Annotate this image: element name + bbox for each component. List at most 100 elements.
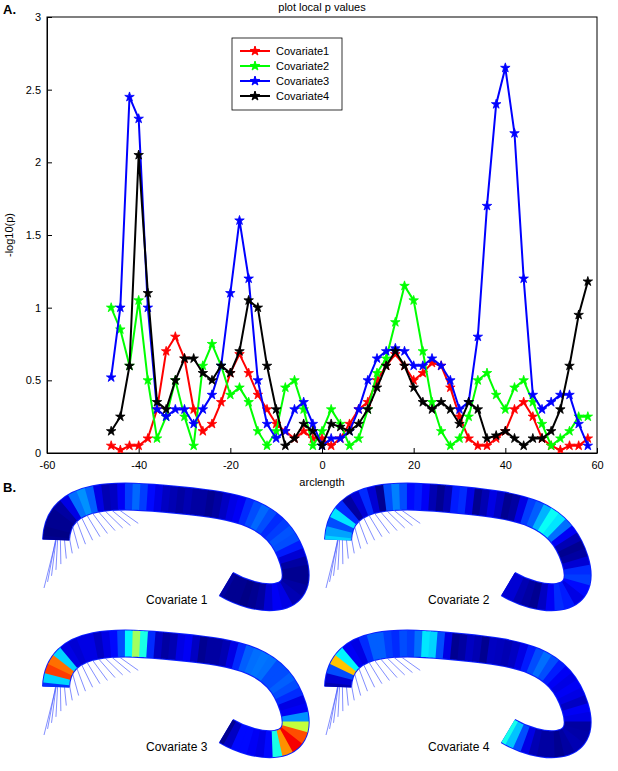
series-marker	[372, 368, 382, 377]
tick-label: 2	[35, 156, 41, 168]
series-marker	[391, 317, 401, 326]
series-line	[111, 68, 588, 446]
tick-label: 0	[35, 447, 41, 459]
tract-segment	[221, 505, 229, 507]
tract-segment	[274, 528, 280, 534]
series-marker	[482, 201, 492, 210]
series-marker	[363, 404, 373, 413]
tract-segment	[291, 700, 294, 708]
series-marker	[106, 303, 116, 312]
tract-segment	[263, 519, 270, 524]
tract-segment	[517, 589, 525, 592]
series-marker	[372, 383, 382, 392]
series-marker	[244, 274, 254, 283]
series-marker	[161, 346, 171, 355]
tract-segment	[75, 503, 83, 507]
tract-segment	[577, 574, 578, 582]
series-marker	[125, 441, 135, 450]
series-marker	[253, 375, 263, 384]
legend-entry: Covariate1	[240, 45, 329, 57]
tract-segment	[95, 645, 103, 646]
legend-entry: Covariate3	[240, 75, 329, 87]
legend-entry: Covariate4	[240, 90, 329, 102]
fibre	[338, 673, 340, 717]
series-marker	[400, 361, 410, 370]
tract-segment	[400, 484, 408, 510]
tract-segment	[285, 588, 291, 593]
series-marker	[464, 412, 474, 421]
series-marker	[510, 433, 520, 442]
tract-segment	[545, 666, 552, 671]
series-marker	[171, 375, 181, 384]
series-marker	[336, 422, 346, 431]
series-marker	[207, 419, 217, 428]
tract-segment	[351, 653, 358, 658]
series-marker	[326, 419, 336, 428]
tract-segment	[531, 741, 539, 743]
series-marker	[418, 361, 428, 370]
tract-segment	[524, 739, 532, 742]
tract-segment	[551, 524, 557, 530]
series-marker	[354, 433, 364, 442]
tract-segment	[357, 503, 365, 507]
tract-segment	[511, 733, 519, 737]
series-marker	[262, 419, 272, 428]
tract-segment	[213, 504, 221, 505]
fibre	[56, 526, 58, 570]
tick-label: 1	[35, 302, 41, 314]
series-marker	[143, 288, 153, 297]
panel-label: A.	[3, 2, 16, 17]
series-marker	[519, 397, 529, 406]
fibre-fan	[44, 498, 138, 588]
series-marker	[299, 397, 309, 406]
tract-segment	[351, 506, 358, 511]
series-marker	[446, 404, 456, 413]
series-marker	[427, 404, 437, 413]
series-marker	[125, 92, 135, 101]
y-axis-title: -log10(p)	[3, 213, 15, 257]
tick-label: 0	[319, 459, 325, 471]
tract-segment	[377, 645, 385, 646]
series-marker	[482, 441, 492, 450]
tick: 0	[319, 448, 325, 471]
tract-segment	[295, 721, 296, 729]
tract-panel: Covariate 3	[44, 644, 296, 754]
legend-box	[232, 38, 342, 110]
legend-label: Covariate2	[276, 60, 329, 72]
tract-segment	[503, 652, 511, 654]
tract-segment	[400, 631, 408, 657]
fibre	[338, 526, 340, 570]
series-marker	[226, 288, 236, 297]
tract-caption: Covariate 4	[428, 740, 490, 754]
tract-segment	[274, 675, 280, 681]
tract-segment	[370, 646, 378, 648]
tract-segment	[517, 736, 525, 739]
tract-segment	[564, 714, 591, 722]
series-marker	[482, 433, 492, 442]
tract-segment	[511, 586, 519, 590]
series-marker	[134, 441, 144, 450]
series-marker	[180, 354, 190, 363]
series-marker	[189, 441, 199, 450]
series-marker	[473, 404, 483, 413]
tract-segment	[569, 546, 572, 554]
tick-mark	[505, 448, 506, 453]
tract-segment	[538, 516, 545, 520]
series-marker	[345, 441, 355, 450]
series-marker	[253, 303, 263, 312]
tract-segment	[235, 736, 243, 739]
series-marker	[116, 303, 126, 312]
series-marker	[546, 397, 556, 406]
tract-segment	[577, 721, 578, 729]
tick-label: 20	[408, 459, 420, 471]
series-marker	[290, 404, 300, 413]
legend: Covariate1 Covariate2 Covariate3 Covariate4	[232, 38, 342, 110]
tick-label: 2.5	[26, 84, 41, 96]
tract-segment	[282, 567, 309, 575]
tract-segment	[495, 651, 503, 652]
tick-mark	[47, 235, 52, 236]
series-marker	[345, 426, 355, 435]
series-marker	[436, 361, 446, 370]
series-marker	[436, 397, 446, 406]
series-marker	[189, 419, 199, 428]
